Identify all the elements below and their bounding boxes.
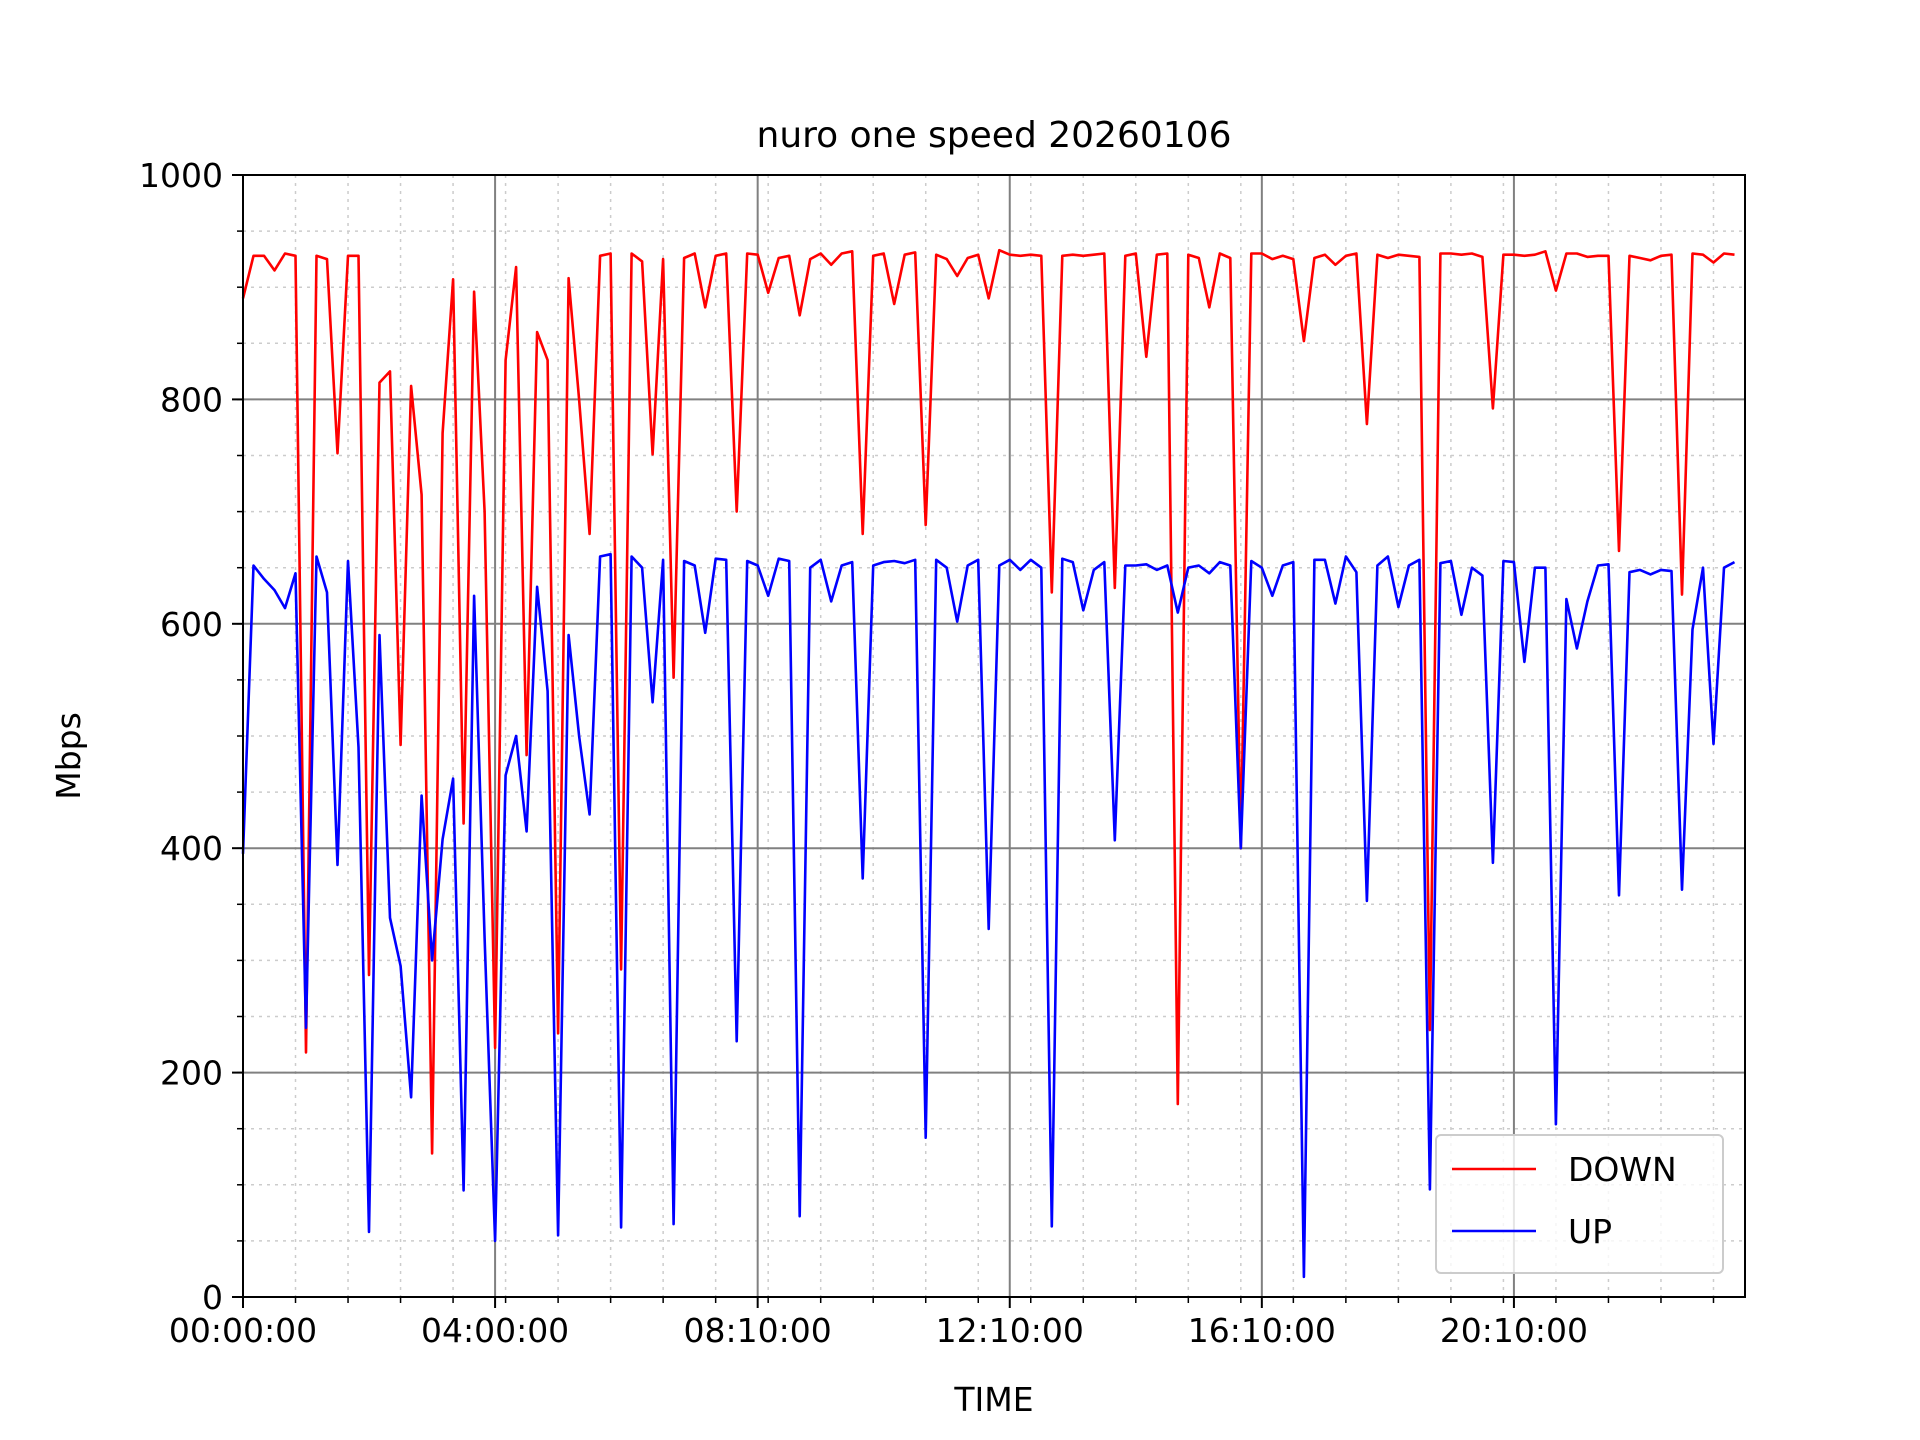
x-tick-label: 00:00:00 — [169, 1311, 317, 1350]
legend: DOWN UP — [1435, 1134, 1724, 1274]
y-tick-label: 1000 — [139, 156, 223, 195]
x-tick-label: 12:10:00 — [936, 1311, 1084, 1350]
y-ticks: 0 200 400 600 800 1000 — [139, 156, 243, 1317]
x-tick-label: 04:00:00 — [421, 1311, 569, 1350]
series-line-up — [241, 552, 1736, 1279]
x-tick-label: 16:10:00 — [1188, 1311, 1336, 1350]
series-line-down — [241, 248, 1735, 1155]
y-tick-label: 600 — [160, 605, 223, 644]
y-tick-label: 800 — [160, 380, 223, 419]
y-axis-label: Mbps — [49, 712, 88, 800]
y-tick-label: 400 — [160, 829, 223, 868]
series-layer — [241, 248, 1736, 1279]
y-tick-label: 200 — [160, 1054, 223, 1093]
legend-label-up: UP — [1568, 1212, 1612, 1251]
x-tick-label: 20:10:00 — [1440, 1311, 1588, 1350]
x-tick-label: 08:10:00 — [684, 1311, 832, 1350]
x-axis-label: TIME — [953, 1380, 1033, 1419]
legend-label-down: DOWN — [1568, 1150, 1677, 1189]
y-tick-label: 0 — [202, 1278, 223, 1317]
chart-title: nuro one speed 20260106 — [757, 115, 1232, 156]
x-ticks: 00:00:00 04:00:00 08:10:00 12:10:00 16:10:00… — [169, 1297, 1715, 1350]
